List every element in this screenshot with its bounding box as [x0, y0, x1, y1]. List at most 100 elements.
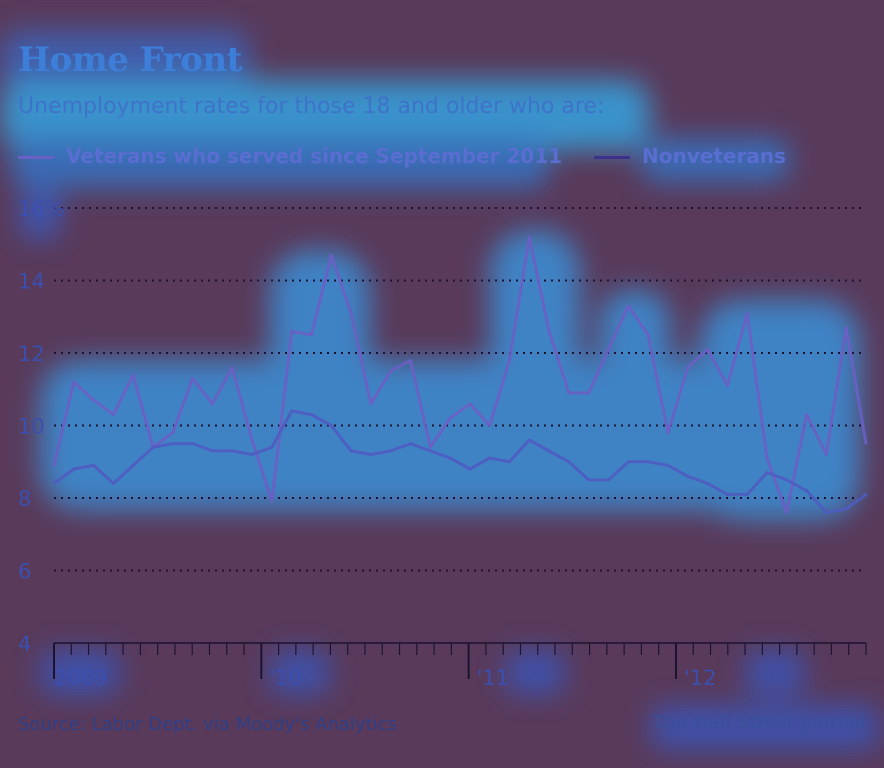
data-point-veterans — [92, 398, 95, 402]
data-point-veterans — [211, 402, 214, 405]
publisher-credit: The Wall Street Journal — [652, 712, 866, 733]
data-point-nonveterans — [627, 460, 630, 463]
data-point-veterans — [389, 369, 392, 373]
x-year-label: 2009 — [54, 666, 107, 690]
legend-item-veterans: Veterans who served since September 2011 — [18, 144, 562, 168]
data-point-nonveterans — [112, 482, 115, 485]
data-point-nonveterans — [290, 409, 293, 413]
x-year-label: '11 — [477, 666, 510, 690]
data-point-veterans — [726, 384, 729, 387]
y-tick-label: 16% — [18, 197, 65, 221]
data-point-nonveterans — [686, 475, 689, 478]
data-point-nonveterans — [231, 449, 234, 453]
data-point-veterans — [547, 330, 551, 333]
data-point-veterans — [805, 413, 808, 416]
data-point-veterans — [864, 442, 868, 445]
data-point-veterans — [587, 391, 590, 395]
data-point-nonveterans — [72, 467, 76, 471]
data-point-nonveterans — [92, 464, 95, 467]
data-point-veterans — [409, 359, 412, 362]
data-point-veterans — [310, 333, 313, 337]
data-point-nonveterans — [330, 424, 333, 427]
data-point-veterans — [112, 413, 115, 416]
data-point-nonveterans — [250, 453, 254, 456]
data-point-veterans — [825, 453, 828, 456]
data-point-nonveterans — [547, 449, 551, 453]
series-line-nonveterans — [53, 409, 867, 514]
data-point-veterans — [290, 330, 293, 333]
data-point-nonveterans — [389, 449, 392, 453]
data-point-nonveterans — [468, 467, 472, 471]
data-point-veterans — [528, 235, 531, 239]
y-tick-label: 14 — [18, 270, 45, 294]
data-point-nonveterans — [726, 493, 729, 496]
data-point-veterans — [171, 431, 175, 434]
data-point-veterans — [231, 366, 234, 369]
legend-swatch-veterans — [18, 156, 54, 159]
data-point-veterans — [686, 366, 689, 369]
data-point-nonveterans — [151, 446, 155, 449]
data-point-nonveterans — [448, 456, 452, 460]
data-point-veterans — [270, 500, 274, 503]
data-point-veterans — [369, 402, 373, 405]
legend-swatch-nonveterans — [594, 156, 630, 159]
data-point-veterans — [627, 304, 630, 308]
series-line-veterans — [52, 235, 868, 514]
data-point-nonveterans — [349, 449, 353, 453]
data-point-nonveterans — [270, 446, 274, 449]
data-point-nonveterans — [785, 478, 788, 482]
data-point-nonveterans — [369, 453, 373, 456]
y-tick-label: 10 — [18, 415, 45, 439]
data-point-veterans — [72, 380, 76, 384]
data-point-nonveterans — [171, 442, 175, 445]
x-year-label: '12 — [684, 666, 717, 690]
data-point-nonveterans — [745, 493, 749, 496]
data-point-nonveterans — [607, 478, 610, 482]
data-point-nonveterans — [825, 511, 828, 514]
data-point-veterans — [765, 456, 769, 460]
data-point-nonveterans — [567, 460, 571, 463]
y-tick-label: 4 — [18, 632, 31, 656]
data-point-veterans — [666, 431, 670, 434]
data-point-nonveterans — [805, 489, 808, 492]
data-point-nonveterans — [132, 464, 135, 467]
data-point-veterans — [785, 511, 788, 514]
y-tick-label: 8 — [18, 487, 31, 511]
data-point-veterans — [250, 438, 254, 442]
data-point-nonveterans — [765, 471, 769, 474]
y-tick-label: 12 — [18, 342, 45, 366]
data-point-nonveterans — [191, 442, 194, 445]
data-point-veterans — [607, 348, 610, 351]
data-point-veterans — [349, 311, 353, 315]
legend-item-nonveterans: Nonveterans — [594, 144, 786, 168]
data-point-nonveterans — [488, 456, 491, 460]
data-point-nonveterans — [528, 438, 531, 442]
chart-title: Home Front — [18, 40, 242, 80]
data-point-nonveterans — [429, 449, 432, 453]
data-point-nonveterans — [409, 442, 412, 445]
data-point-nonveterans — [706, 482, 709, 485]
data-point-veterans — [468, 402, 472, 405]
data-point-veterans — [646, 333, 650, 337]
data-point-nonveterans — [666, 464, 670, 467]
data-point-nonveterans — [587, 478, 590, 482]
data-point-nonveterans — [864, 493, 868, 496]
data-point-veterans — [567, 391, 571, 395]
legend-label-veterans: Veterans who served since September 2011 — [66, 144, 563, 168]
data-point-veterans — [191, 377, 194, 380]
y-tick-label: 6 — [18, 560, 31, 584]
source-note: Source: Labor Dept. via Moody's Analytic… — [18, 714, 397, 735]
data-point-veterans — [706, 348, 709, 351]
data-point-veterans — [448, 417, 452, 420]
data-point-nonveterans — [52, 482, 56, 485]
data-point-veterans — [508, 359, 511, 362]
data-point-veterans — [52, 464, 56, 467]
data-point-nonveterans — [211, 449, 214, 453]
data-point-nonveterans — [646, 460, 650, 463]
chart-subtitle: Unemployment rates for those 18 and olde… — [18, 94, 605, 119]
x-year-label: '10 — [269, 666, 302, 690]
data-point-veterans — [429, 446, 432, 449]
data-point-nonveterans — [508, 460, 511, 463]
data-point-veterans — [844, 326, 848, 329]
